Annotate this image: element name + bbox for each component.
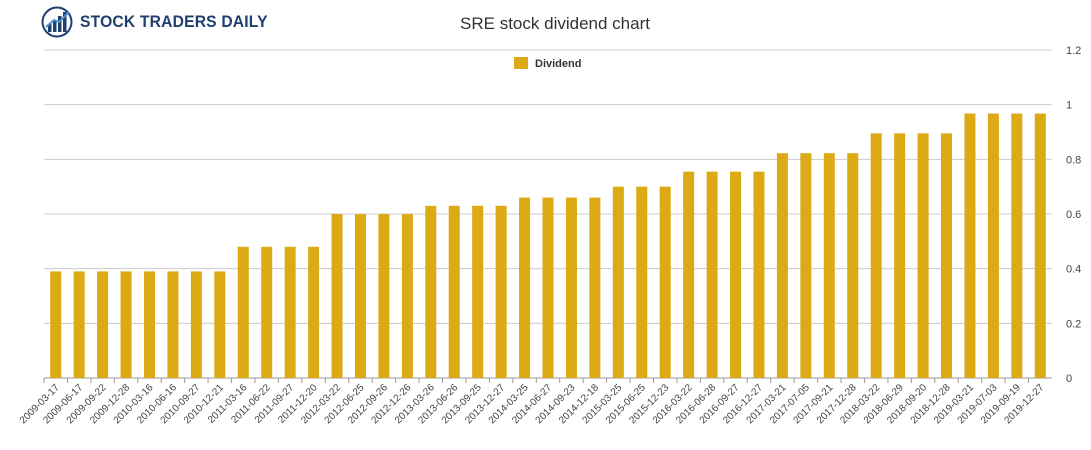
- y-tick-label: 0.8: [1066, 154, 1081, 166]
- bar: [823, 153, 835, 378]
- bar: [917, 133, 929, 378]
- y-axis-ticks: 0 0.2 0.4 0.6 0.8 1 1.2: [1066, 45, 1081, 385]
- legend-label-dividend: Dividend: [535, 58, 581, 70]
- bar: [237, 246, 249, 378]
- logo: STOCK TRADERS DAILY: [40, 2, 284, 42]
- x-axis-ticks: 2009-03-172009-06-172009-09-222009-12-28…: [18, 378, 1047, 426]
- bar: [167, 271, 179, 378]
- chart-title: SRE stock dividend chart: [460, 14, 650, 33]
- bar: [120, 271, 132, 378]
- bar: [565, 197, 577, 378]
- bar: [214, 271, 226, 378]
- logo-text: STOCK TRADERS DAILY: [80, 12, 268, 31]
- bar: [1034, 113, 1046, 379]
- bar: [50, 271, 62, 378]
- bar: [97, 271, 109, 378]
- bar-chart-globe-icon: [41, 6, 73, 38]
- y-tick-label: 0: [1066, 373, 1072, 385]
- legend-swatch: [514, 57, 528, 69]
- bar: [987, 113, 999, 379]
- y-tick-label: 0.4: [1066, 264, 1081, 276]
- bars: [50, 113, 1046, 379]
- bar: [800, 153, 812, 378]
- bar: [448, 205, 460, 378]
- bar: [964, 113, 976, 379]
- bar: [776, 153, 788, 378]
- bar: [401, 214, 413, 378]
- bar: [472, 205, 484, 378]
- bar: [378, 214, 390, 378]
- bar: [706, 171, 718, 378]
- bar: [941, 133, 953, 378]
- bar: [354, 214, 366, 378]
- bar: [659, 186, 671, 378]
- bar: [753, 171, 765, 378]
- bar: [589, 197, 601, 378]
- bar: [894, 133, 906, 378]
- bar: [143, 271, 155, 378]
- bar: [847, 153, 859, 378]
- bar: [870, 133, 882, 378]
- bar: [331, 214, 343, 378]
- bar: [308, 246, 320, 378]
- y-tick-label: 1: [1066, 100, 1072, 112]
- y-tick-label: 1.2: [1066, 45, 1081, 57]
- bar: [636, 186, 648, 378]
- bar: [284, 246, 296, 378]
- y-tick-label: 0.2: [1066, 318, 1081, 330]
- legend: Dividend: [514, 57, 581, 70]
- bar: [190, 271, 202, 378]
- bar: [1011, 113, 1023, 379]
- bar: [612, 186, 624, 378]
- bar: [425, 205, 437, 378]
- bar: [730, 171, 742, 378]
- bar: [495, 205, 507, 378]
- bar: [542, 197, 554, 378]
- bar: [519, 197, 531, 378]
- bar: [261, 246, 273, 378]
- bar: [73, 271, 85, 378]
- bar: [683, 171, 695, 378]
- y-tick-label: 0.6: [1066, 209, 1081, 221]
